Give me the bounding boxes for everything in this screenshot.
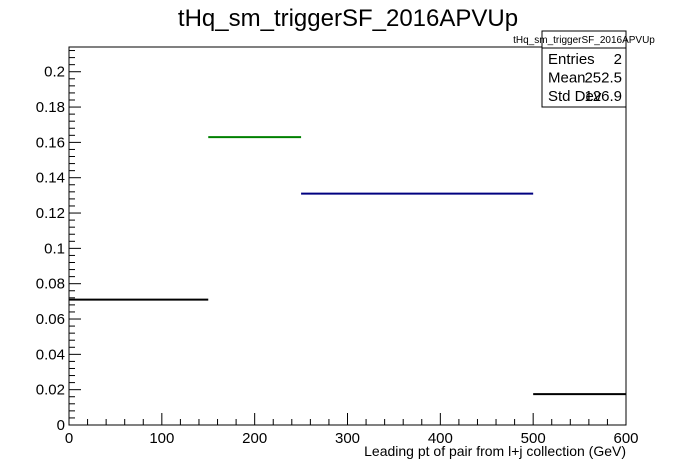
x-tick-label: 600 xyxy=(613,430,638,447)
stats-row-value: 2 xyxy=(614,51,622,68)
histogram-bins xyxy=(69,136,626,396)
chart-title: tHq_sm_triggerSF_2016APVUp xyxy=(178,5,518,32)
y-tick-label: 0.16 xyxy=(36,134,65,151)
y-tick-label: 0.12 xyxy=(36,205,65,222)
x-tick-label: 200 xyxy=(242,430,267,447)
stats-box-title: tHq_sm_triggerSF_2016APVUp xyxy=(513,35,655,46)
stats-row-label: Std Dev xyxy=(548,88,602,105)
stats-row-value: 126.9 xyxy=(584,88,622,105)
y-tick-label: 0.18 xyxy=(36,99,65,116)
stats-box: tHq_sm_triggerSF_2016APVUp Entries 2 Mean2… xyxy=(513,30,655,108)
x-axis-label: Leading pt of pair from l+j collection (… xyxy=(364,443,626,459)
y-tick-label: 0.04 xyxy=(36,346,65,363)
y-tick-label: 0.02 xyxy=(36,382,65,399)
y-tick-label: 0 xyxy=(57,417,65,434)
x-tick-label: 100 xyxy=(149,430,174,447)
stats-row-label: Entries xyxy=(548,51,595,68)
x-tick-label: 0 xyxy=(65,430,73,447)
stats-row-label: Mean xyxy=(548,70,586,87)
stats-box-frame xyxy=(541,30,627,108)
y-axis: 0 0.02 0.04 0.06 0.08 0.1 0.12 0.14 0.16 0.18 0.2 xyxy=(36,50,81,434)
y-tick-label: 0.14 xyxy=(36,170,65,187)
y-tick-label: 0.1 xyxy=(44,240,65,257)
x-tick-label: 500 xyxy=(521,430,546,447)
x-tick-label: 300 xyxy=(335,430,360,447)
x-tick-label: 400 xyxy=(428,430,453,447)
x-axis: 0 100 200 300 400 500 600 xyxy=(65,413,639,447)
y-tick-label: 0.06 xyxy=(36,311,65,328)
y-tick-label: 0.2 xyxy=(44,64,65,81)
stats-row-value: 252.5 xyxy=(584,70,622,87)
y-tick-label: 0.08 xyxy=(36,276,65,293)
